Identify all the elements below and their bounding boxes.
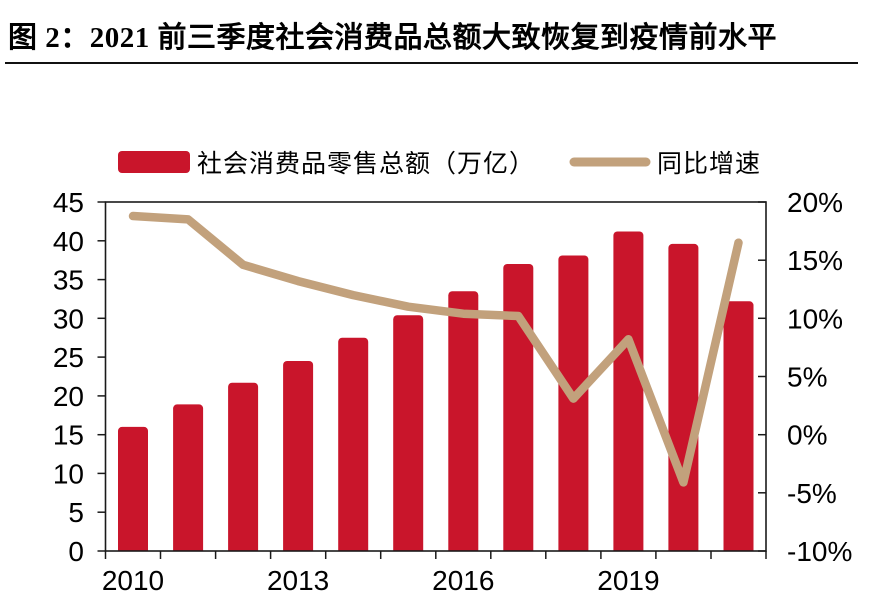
left-axis-label: 15 (53, 420, 84, 451)
left-axis-label: 25 (53, 342, 84, 373)
right-axis-label: 5% (787, 362, 827, 393)
axis-labels: 45 40 35 30 25 20 15 10 5 0 20% 15% 10% 5% 0% -5% -10% 20… (53, 187, 853, 596)
left-axis-label: 5 (68, 497, 84, 528)
bar-2015 (393, 315, 424, 551)
bar-2010 (118, 426, 148, 551)
left-axis-label: 10 (53, 458, 84, 489)
x-axis-label: 2010 (102, 565, 164, 596)
chart-area: 45 40 35 30 25 20 15 10 5 0 20% 15% 10% 5% 0% -5% -10% 20… (0, 121, 882, 611)
bar-series (118, 231, 754, 551)
bar-2018 (558, 255, 589, 551)
bar-2020 (668, 243, 699, 551)
axis-ticks (97, 201, 767, 559)
legend-line-label: 同比增速 (657, 150, 761, 178)
growth-line (128, 211, 743, 487)
left-axis-label: 45 (53, 187, 84, 218)
left-axis-label: 0 (68, 536, 84, 567)
plot-border (104, 201, 767, 552)
right-axis-label: -5% (787, 478, 837, 509)
x-axis-label: 2013 (267, 565, 329, 596)
bar-2014 (338, 337, 369, 551)
bar-2011 (173, 404, 204, 551)
bar-2017 (503, 264, 534, 551)
figure-title: 图 2：2021 前三季度社会消费品总额大致恢复到疫情前水平 (8, 22, 778, 54)
x-axis-label: 2019 (597, 565, 659, 596)
right-axis-label: 10% (787, 303, 843, 334)
x-axis-label: 2016 (432, 565, 494, 596)
chart-legend: 社会消费品零售总额（万亿） 同比增速 (118, 150, 761, 178)
left-axis-label: 40 (53, 226, 84, 257)
bar-2016 (448, 291, 479, 551)
right-axis-label: 15% (787, 245, 843, 276)
chart-svg: 45 40 35 30 25 20 15 10 5 0 20% 15% 10% 5% 0% -5% -10% 20… (53, 150, 853, 596)
legend-bar-swatch (118, 151, 190, 173)
bar-2021 (723, 301, 754, 551)
bar-2019 (613, 231, 644, 551)
bar-2013 (283, 361, 314, 551)
legend-bar-label: 社会消费品零售总额（万亿） (197, 150, 535, 178)
left-axis-label: 30 (53, 303, 84, 334)
right-axis-label: 0% (787, 420, 827, 451)
right-axis-label: -10% (787, 536, 852, 567)
bar-2012 (228, 382, 259, 551)
left-axis-label: 35 (53, 265, 84, 296)
left-axis-label: 20 (53, 381, 84, 412)
title-divider (5, 62, 858, 64)
right-axis-label: 20% (787, 187, 843, 218)
